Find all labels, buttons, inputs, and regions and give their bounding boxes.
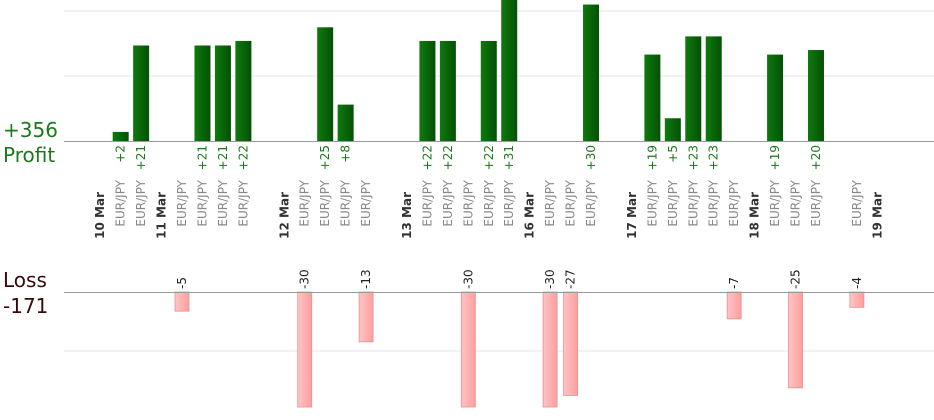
pair-label: EUR/JPY xyxy=(666,179,680,226)
pair-label: EUR/JPY xyxy=(298,179,312,226)
profit-value-label: +19 xyxy=(768,145,782,170)
pair-label: EUR/JPY xyxy=(543,179,557,226)
profit-value-label: +21 xyxy=(195,145,209,170)
profit-value-label: +22 xyxy=(236,145,250,170)
date-label: 18 Mar xyxy=(748,192,762,239)
loss-value-label: -4 xyxy=(850,277,864,289)
pair-label: EUR/JPY xyxy=(584,179,598,226)
profit-bar xyxy=(583,4,600,142)
profit-bar xyxy=(439,40,456,141)
profit-value-label: +23 xyxy=(686,145,700,170)
profit-bar xyxy=(419,40,436,141)
loss-value-label: -25 xyxy=(789,269,803,289)
profit-value-label: +22 xyxy=(482,145,496,170)
loss-total: -171 xyxy=(3,294,49,318)
loss-value-label: -5 xyxy=(175,277,189,289)
loss-value-label: -7 xyxy=(727,277,741,289)
profit-value-label: +19 xyxy=(645,145,659,170)
profit-bar xyxy=(337,104,354,141)
pair-label: EUR/JPY xyxy=(564,179,578,226)
loss-value-label: -13 xyxy=(359,269,373,289)
loss-value-label: -30 xyxy=(543,269,557,289)
loss-bar xyxy=(460,291,476,408)
date-label: 10 Mar xyxy=(93,192,107,239)
loss-bar xyxy=(849,291,865,308)
loss-bar xyxy=(542,291,558,408)
pair-label: EUR/JPY xyxy=(809,179,823,226)
profit-value-label: +22 xyxy=(420,145,434,170)
profit-value-label: +25 xyxy=(318,145,332,170)
pair-label: EUR/JPY xyxy=(175,179,189,226)
loss-bar xyxy=(174,291,190,312)
loss-bar xyxy=(358,291,374,343)
pair-label: EUR/JPY xyxy=(318,179,332,226)
pair-label: EUR/JPY xyxy=(789,179,803,226)
profit-bar xyxy=(501,0,518,141)
loss-bar xyxy=(297,291,313,408)
pair-label: EUR/JPY xyxy=(441,179,455,226)
profit-bar xyxy=(194,45,211,141)
profit-bar xyxy=(644,54,661,142)
pair-label: EUR/JPY xyxy=(134,179,148,226)
pair-label: EUR/JPY xyxy=(686,179,700,226)
profit-bar xyxy=(705,36,722,141)
loss-bar xyxy=(726,291,742,320)
date-label: 17 Mar xyxy=(625,192,639,239)
profit-value-label: +8 xyxy=(339,145,353,163)
profit-bar xyxy=(112,131,129,141)
profit-value-label: +20 xyxy=(809,145,823,170)
profit-label: Profit xyxy=(3,143,56,167)
profit-bar xyxy=(133,45,150,141)
loss-value-label: -30 xyxy=(298,269,312,289)
profit-bar xyxy=(767,54,784,142)
profit-value-label: +23 xyxy=(707,145,721,170)
date-label: 12 Mar xyxy=(277,192,291,239)
loss-value-label: -30 xyxy=(461,269,475,289)
loss-bar xyxy=(788,291,803,389)
profit-value-label: +21 xyxy=(216,145,230,170)
profit-value-label: +22 xyxy=(441,145,455,170)
pair-label: EUR/JPY xyxy=(461,179,475,226)
pair-label: EUR/JPY xyxy=(645,179,659,226)
profit-value-label: +31 xyxy=(502,145,516,170)
profit-value-label: +5 xyxy=(666,145,680,163)
profit-bar xyxy=(685,36,702,141)
loss-bar xyxy=(563,291,578,396)
pair-label: EUR/JPY xyxy=(727,179,741,226)
date-label: 13 Mar xyxy=(400,192,414,239)
pair-label: EUR/JPY xyxy=(216,179,230,226)
profit-bar xyxy=(807,50,824,141)
pair-label: EUR/JPY xyxy=(114,179,128,226)
pair-label: EUR/JPY xyxy=(502,179,516,226)
profit-bar xyxy=(317,27,334,142)
profit-bar xyxy=(214,45,231,141)
pair-label: EUR/JPY xyxy=(482,179,496,226)
profit-value-label: +2 xyxy=(114,145,128,163)
date-label: 11 Mar xyxy=(155,192,169,239)
date-label: 19 Mar xyxy=(870,192,884,239)
pair-label: EUR/JPY xyxy=(707,179,721,226)
pair-label: EUR/JPY xyxy=(195,179,209,226)
pair-label: EUR/JPY xyxy=(420,179,434,226)
pair-label: EUR/JPY xyxy=(339,179,353,226)
loss-label: Loss xyxy=(3,268,47,292)
loss-value-label: -27 xyxy=(564,269,578,289)
profit-value-label: +21 xyxy=(134,145,148,170)
date-label: 16 Mar xyxy=(523,192,537,239)
pair-label: EUR/JPY xyxy=(359,179,373,226)
profit-total: +356 xyxy=(3,118,58,142)
pair-label: EUR/JPY xyxy=(236,179,250,226)
profit-bar xyxy=(235,40,252,141)
profit-bar xyxy=(480,40,497,141)
pair-label: EUR/JPY xyxy=(850,179,864,226)
profit-value-label: +30 xyxy=(584,145,598,170)
profit-bar xyxy=(664,118,681,141)
pair-label: EUR/JPY xyxy=(768,179,782,226)
